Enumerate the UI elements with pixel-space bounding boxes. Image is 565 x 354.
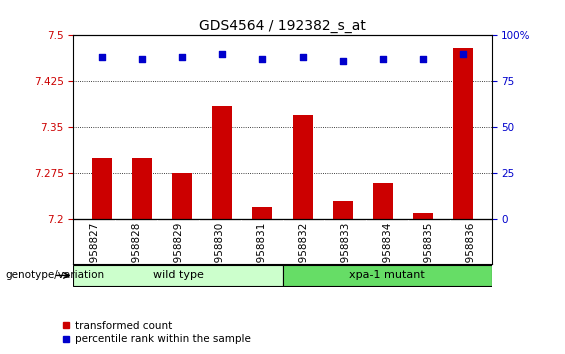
Text: GSM958828: GSM958828 (131, 222, 141, 285)
Bar (73, 265, 282, 286)
Point (458, 51, 467, 57)
Bar (253, 207, 272, 219)
Point (98, 55, 107, 60)
Point (298, 55, 307, 60)
Text: GSM958833: GSM958833 (340, 222, 350, 285)
Text: GSM958834: GSM958834 (382, 222, 392, 285)
Bar (333, 201, 353, 219)
Text: GSM958829: GSM958829 (173, 222, 183, 285)
Point (218, 51, 227, 57)
Text: GSM958831: GSM958831 (257, 222, 267, 285)
Bar (453, 48, 472, 219)
Point (378, 57, 387, 62)
Title: GDS4564 / 192382_s_at: GDS4564 / 192382_s_at (199, 19, 366, 33)
Text: GSM958832: GSM958832 (298, 222, 308, 285)
Point (338, 58, 347, 64)
Legend: transformed count, percentile rank within the sample: transformed count, percentile rank withi… (62, 321, 251, 344)
Point (418, 57, 427, 62)
Text: GSM958835: GSM958835 (424, 222, 434, 285)
Bar (93, 158, 112, 219)
Text: GSM958830: GSM958830 (215, 222, 225, 285)
Bar (372, 183, 393, 219)
Point (178, 55, 187, 60)
Point (138, 57, 147, 62)
Text: xpa-1 mutant: xpa-1 mutant (349, 270, 425, 280)
Text: genotype/variation: genotype/variation (6, 270, 105, 280)
Bar (212, 106, 232, 219)
Bar (293, 115, 312, 219)
Bar (412, 213, 433, 219)
Bar (172, 173, 193, 219)
Bar (282, 265, 492, 286)
Text: GSM958827: GSM958827 (89, 222, 99, 285)
Bar (132, 158, 153, 219)
Text: wild type: wild type (153, 270, 203, 280)
Text: GSM958836: GSM958836 (466, 222, 476, 285)
Point (258, 57, 267, 62)
